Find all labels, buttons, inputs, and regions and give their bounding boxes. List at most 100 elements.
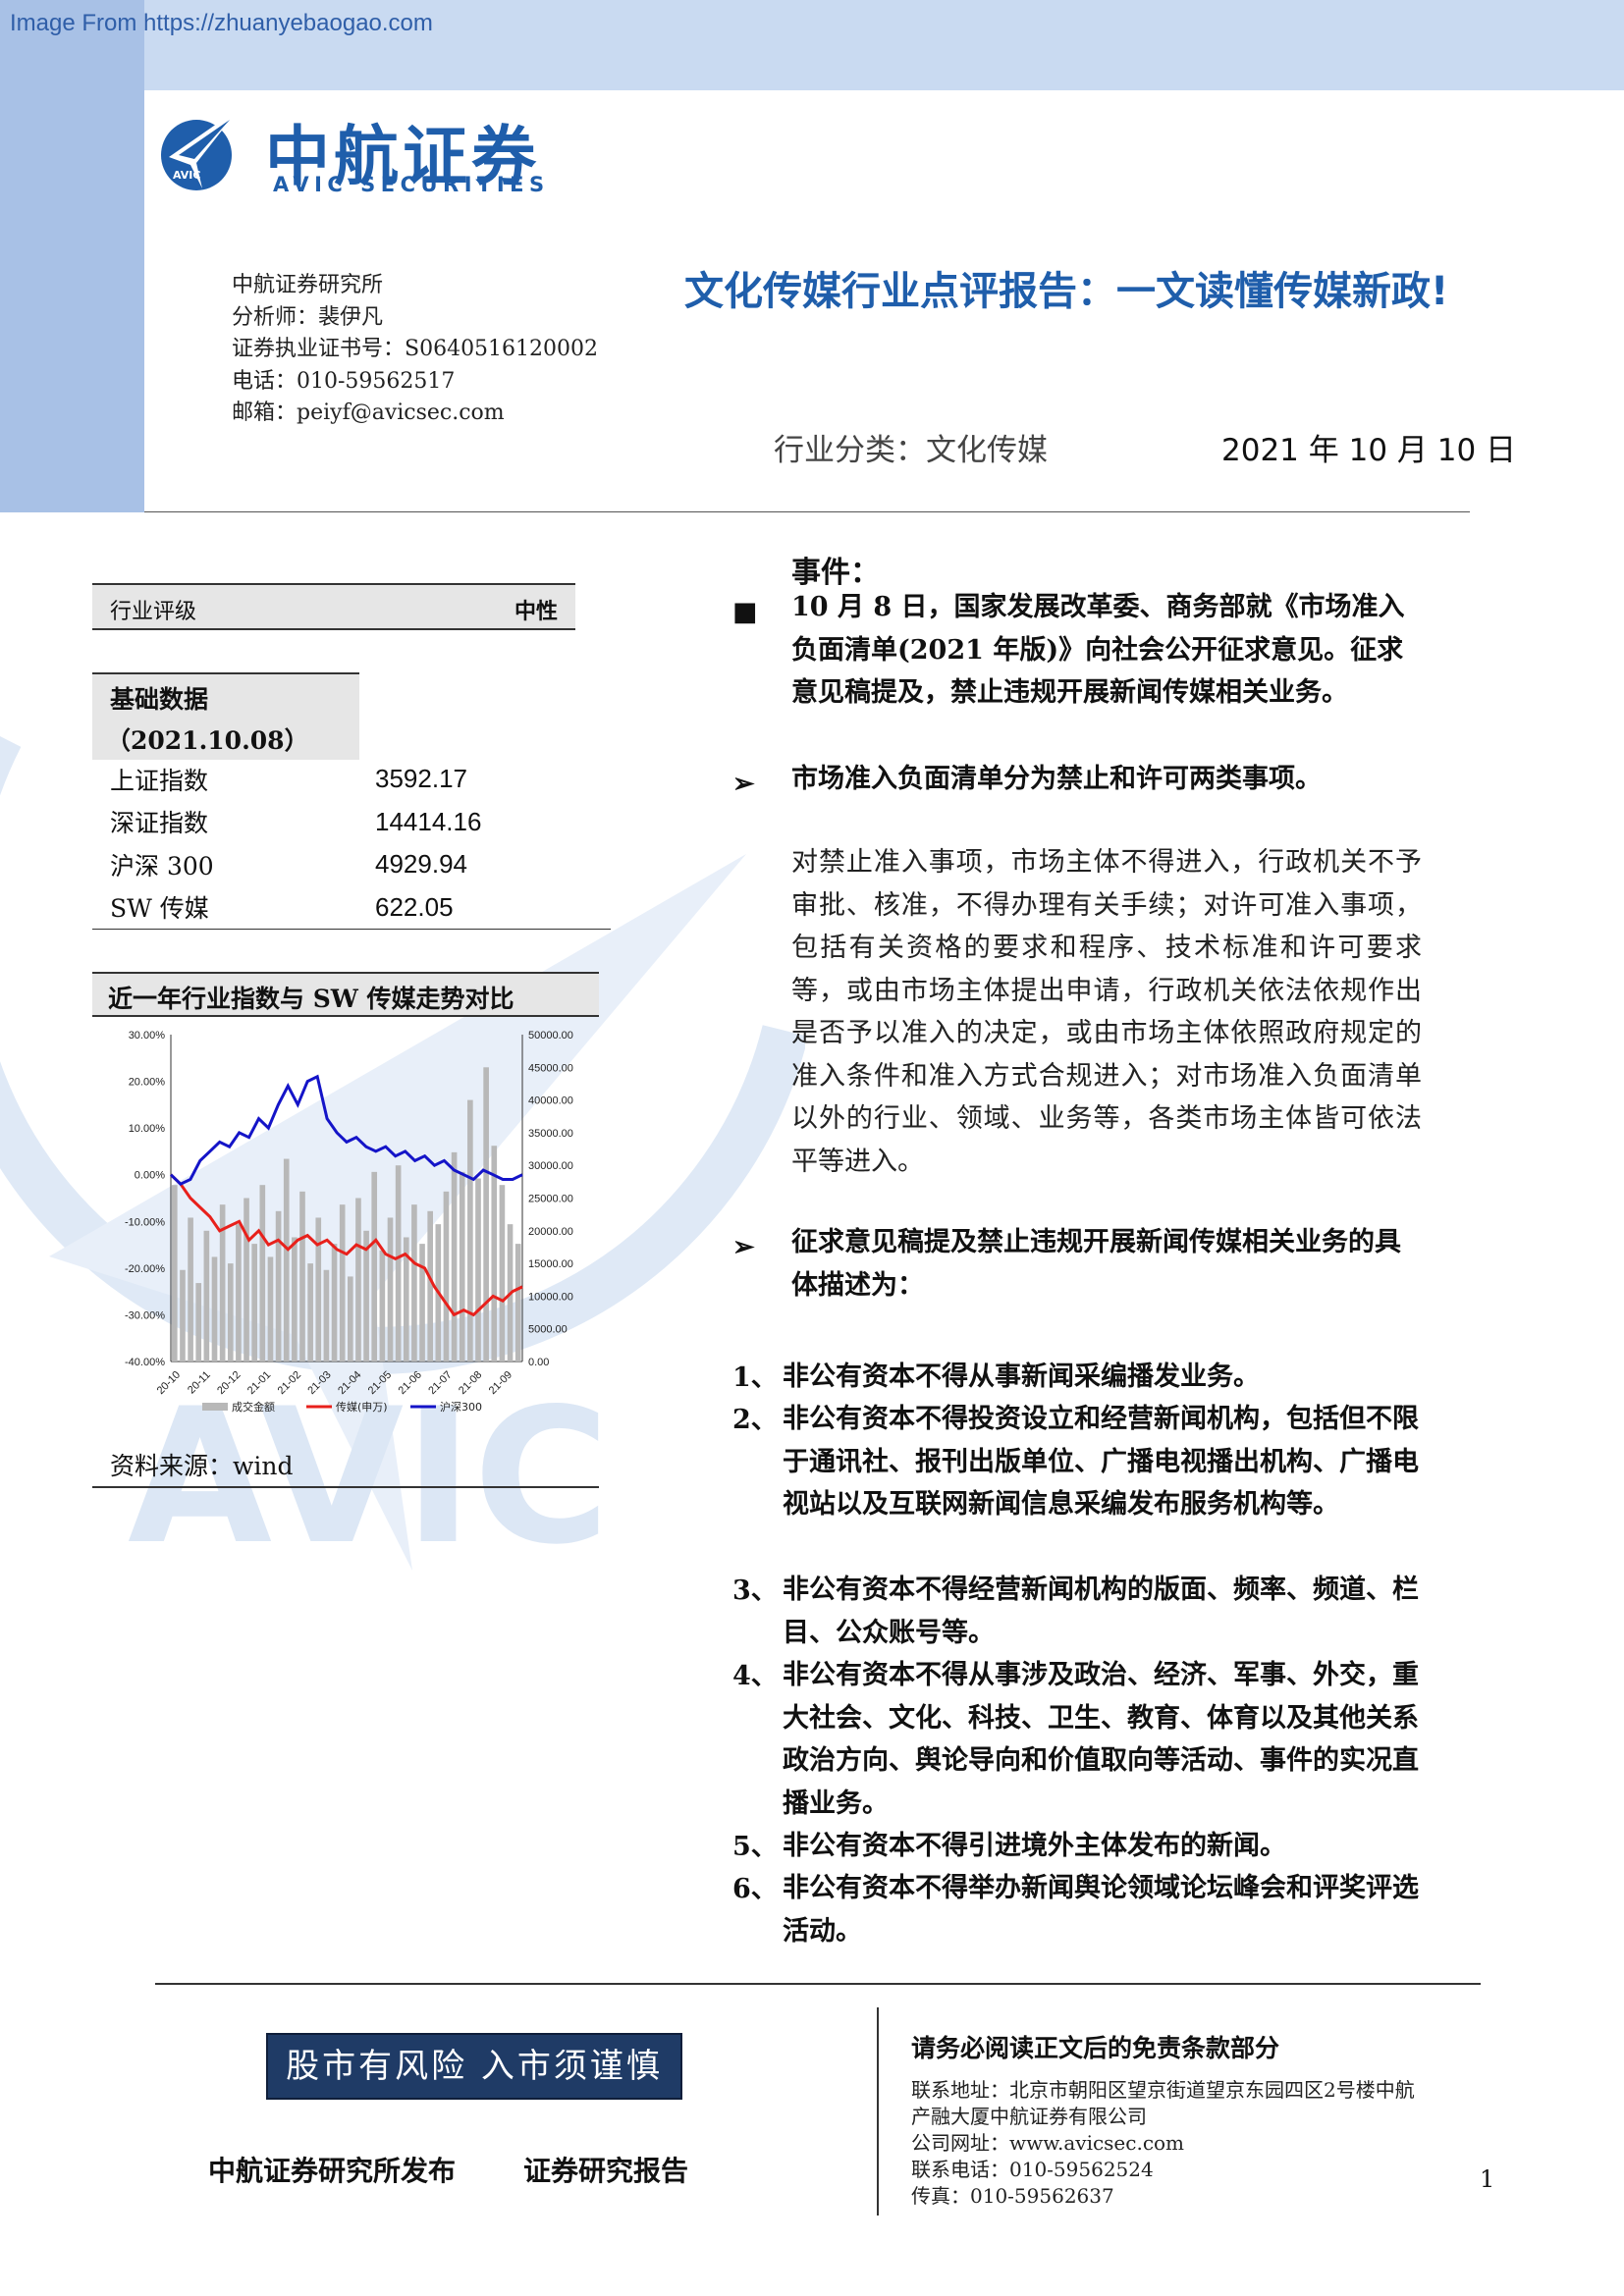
index-name: SW 传媒: [92, 885, 375, 930]
top-header-band: [0, 0, 1624, 90]
y-right-tick-label: 20000.00: [528, 1226, 573, 1238]
rating-label: 行业评级: [110, 600, 197, 624]
y-left-tick-label: -20.00%: [125, 1263, 165, 1275]
report-type-label: 证券研究报告: [523, 2155, 689, 2187]
volume-bar: [259, 1185, 266, 1362]
volume-bar: [483, 1067, 489, 1362]
volume-bar: [219, 1204, 226, 1362]
y-right-tick-label: 15000.00: [528, 1258, 573, 1270]
volume-bar: [348, 1276, 353, 1362]
basic-data-table: 上证指数 3592.17 深证指数 14414.16 沪深 300 4929.94 S…: [92, 758, 611, 930]
x-tick-label: 21-02: [276, 1369, 303, 1397]
y-right-tick-label: 10000.00: [528, 1291, 573, 1303]
y-left-tick-label: -40.00%: [125, 1357, 165, 1368]
volume-bar: [331, 1244, 338, 1362]
index-name: 深证指数: [110, 809, 209, 838]
volume-bar: [211, 1256, 218, 1362]
event-body: 对禁止准入事项，市场主体不得进入，行政机关不予审批、核准，不得办理有关手续；对许…: [791, 847, 1422, 1177]
volume-bar: [267, 1256, 274, 1362]
list-item: 非公有资本不得投资设立和经营新闻机构，包括但不限于通讯社、报刊出版单位、广播电视…: [783, 1404, 1419, 1520]
volume-bar: [283, 1158, 290, 1362]
table-row: SW 传媒 622.05: [92, 885, 611, 930]
arrow-bullet-icon: ➢: [732, 1232, 755, 1262]
x-tick-label: 20-10: [155, 1369, 183, 1397]
x-tick-label: 21-01: [245, 1369, 273, 1397]
left-header-band: [0, 0, 144, 512]
volume-bar: [427, 1210, 433, 1362]
volume-bar: [339, 1204, 346, 1362]
contact-info: 联系地址：北京市朝阳区望京街道望京东园四区2号楼中航 产融大厦中航证券有限公司 …: [911, 2077, 1415, 2210]
table-row: 深证指数 14414.16: [92, 801, 611, 844]
volume-bar: [514, 1244, 521, 1362]
volume-bar: [475, 1178, 481, 1362]
table-row: 沪深 300 4929.94: [92, 843, 611, 886]
y-left-tick-label: -30.00%: [125, 1309, 165, 1321]
volume-bar: [387, 1217, 394, 1362]
author-line: 证券执业证书号：S0640516120002: [232, 337, 599, 361]
y-right-tick-label: 5000.00: [528, 1324, 568, 1336]
volume-bar: [355, 1198, 361, 1362]
index-value: 4929.94: [375, 849, 467, 880]
logo-english: AVIC SECURITIES: [273, 173, 550, 196]
x-tick-label: 21-09: [487, 1369, 514, 1397]
event-point-2: 征求意见稿提及禁止违规开展新闻传媒相关业务的具体描述为：: [791, 1227, 1401, 1301]
list-number: 5、: [732, 1832, 778, 1862]
author-info: 中航证券研究所 分析师：裴伊凡 证券执业证书号：S0640516120002 电…: [232, 270, 598, 430]
series-line: [169, 1173, 523, 1317]
event-point-1: 市场准入负面清单分为禁止和许可两类事项。: [791, 764, 1322, 794]
disclaimer-notice: 请务必阅读正文后的免责条款部分: [911, 2034, 1280, 2062]
volume-bar: [443, 1191, 450, 1362]
y-right-tick-label: 50000.00: [528, 1030, 573, 1041]
event-heading: 事件：: [791, 556, 880, 590]
basic-data-header: 基础数据 （2021.10.08）: [92, 672, 359, 760]
y-right-tick-label: 30000.00: [528, 1160, 573, 1172]
volume-bar: [499, 1185, 506, 1362]
volume-bar: [491, 1146, 498, 1362]
index-name: 沪深 300: [110, 851, 214, 881]
publisher-label: 中航证券研究所发布: [208, 2155, 457, 2187]
trend-chart: 30.00% 20.00% 10.00% 0.00% -10.00% -20.00% -30…: [125, 1030, 573, 1414]
volume-bar: [292, 1237, 298, 1362]
list-item: 非公有资本不得经营新闻机构的版面、频率、频道、栏目、公众账号等。: [783, 1575, 1419, 1648]
x-tick-label: 21-08: [457, 1369, 484, 1397]
contact-line: 产融大厦中航证券有限公司: [911, 2105, 1147, 2128]
chart-source: 资料来源：wind: [110, 1452, 294, 1480]
list-number: 3、: [732, 1575, 778, 1606]
volume-bar: [451, 1151, 458, 1362]
y-right-tick-label: 35000.00: [528, 1128, 573, 1140]
y-left-tick-label: 20.00%: [129, 1077, 166, 1089]
basic-data-title: 基础数据: [110, 685, 209, 714]
list-item: 非公有资本不得举办新闻舆论领域论坛峰会和评奖评选活动。: [783, 1873, 1419, 1947]
footer-divider: [155, 1983, 1481, 1985]
square-bullet-icon: ■: [732, 597, 758, 627]
volume-bar: [411, 1204, 417, 1362]
series-line: [169, 1074, 523, 1186]
volume-bar: [203, 1230, 210, 1362]
volume-bar: [403, 1237, 409, 1362]
rating-value: 中性: [514, 599, 558, 624]
volume-bar: [299, 1191, 305, 1362]
chart-title-bar: 近一年行业指数与 SW 传媒走势对比: [92, 972, 599, 1017]
volume-bar: [188, 1217, 193, 1362]
volume-bar: [172, 1185, 178, 1362]
contact-line: 传真：010-59562637: [911, 2184, 1114, 2208]
volume-bar: [236, 1224, 242, 1362]
source-divider: [92, 1486, 599, 1488]
table-row: 上证指数 3592.17: [92, 758, 611, 801]
source-link[interactable]: Image From https://zhuanyebaogao.com: [10, 10, 433, 36]
industry-rating: 行业评级 中性: [92, 583, 575, 630]
index-value: 622.05: [375, 885, 611, 930]
y-left-tick-label: -10.00%: [125, 1216, 165, 1228]
volume-bar: [195, 1283, 202, 1362]
x-tick-label: 21-06: [397, 1369, 424, 1397]
author-line: 中航证券研究所: [232, 273, 384, 297]
list-number: 4、: [732, 1661, 778, 1691]
x-tick-label: 21-05: [366, 1369, 394, 1397]
y-right-tick-label: 45000.00: [528, 1062, 573, 1074]
volume-bar: [251, 1244, 257, 1362]
volume-bar: [467, 1099, 473, 1362]
volume-bar: [275, 1210, 282, 1362]
volume-bar: [227, 1263, 234, 1362]
volume-bar: [459, 1171, 465, 1362]
arrow-bullet-icon: ➢: [732, 769, 755, 799]
